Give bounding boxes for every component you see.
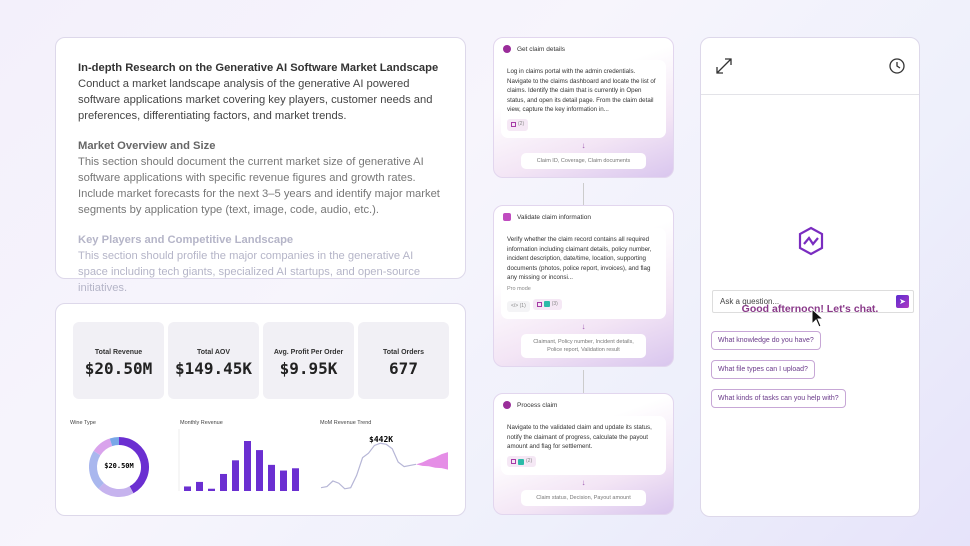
suggestion-knowledge[interactable]: What knowledge do you have? — [711, 331, 821, 350]
badge-count: </> (1) — [511, 302, 526, 309]
kpi-avg-profit: Avg. Profit Per Order $9.95K — [263, 322, 354, 399]
donut-slice — [93, 438, 113, 456]
step-process-claim[interactable]: Process claim Navigate to the validated … — [493, 393, 674, 515]
research-title: In-depth Research on the Generative AI S… — [78, 62, 439, 74]
monthly-revenue-bars — [178, 429, 299, 491]
assistant-logo-icon — [798, 226, 824, 256]
step-text: Navigate to the validated claim and upda… — [507, 424, 652, 451]
arrow-down-icon: ↓ — [581, 140, 586, 150]
wine-type-donut — [89, 437, 149, 497]
connector — [583, 183, 584, 205]
step-text: Verify whether the claim record contains… — [507, 236, 652, 282]
section-market-overview: Market Overview and Size This section sho… — [78, 138, 443, 218]
agent-icon — [503, 45, 511, 53]
kpi-total-revenue: Total Revenue $20.50M — [73, 322, 164, 399]
donut-slice — [89, 450, 105, 489]
step-title: Process claim — [517, 401, 558, 409]
bar — [256, 450, 263, 491]
arrow-down-icon: ↓ — [581, 322, 586, 332]
section-key-players: Key Players and Competitive Landscape Thi… — [78, 232, 443, 296]
history-clock-icon[interactable] — [889, 58, 905, 74]
kpi-label: Total Orders — [382, 349, 425, 356]
step-title: Get claim details — [517, 45, 566, 53]
bar — [220, 473, 227, 491]
line-title: MoM Revenue Trend — [320, 420, 372, 426]
mouse-cursor-icon — [811, 308, 825, 328]
bar — [268, 464, 275, 491]
tool-icon — [536, 301, 542, 307]
bar — [184, 486, 191, 491]
send-icon[interactable]: ➤ — [896, 295, 909, 308]
trend-annotation: $442K — [369, 435, 394, 444]
kpi-value: $9.95K — [279, 359, 338, 378]
badge-count: (3) — [551, 300, 558, 307]
step-title: Validate claim information — [517, 213, 591, 221]
tools-badge[interactable]: (2) — [507, 455, 537, 468]
kpi-value: $149.45K — [174, 359, 253, 378]
tools-badge[interactable]: (2) — [507, 118, 529, 131]
bar — [208, 488, 215, 491]
tools-badge[interactable]: (3) — [532, 298, 562, 311]
suggestion-tasks[interactable]: What kinds of tasks can you help with? — [711, 389, 846, 408]
section-text: This section should profile the major co… — [78, 250, 421, 294]
step-output: Claimant, Policy number, Incident detail… — [521, 334, 646, 359]
kpi-total-orders: Total Orders 677 — [358, 322, 449, 399]
donut-title: Wine Type — [70, 420, 96, 426]
donut-slice — [109, 437, 120, 447]
research-prompt-card: In-depth Research on the Generative AI S… — [55, 37, 466, 294]
bar — [280, 470, 287, 491]
kpi-label: Avg. Profit Per Order — [273, 349, 344, 356]
kpi-total-aov: Total AOV $149.45K — [168, 322, 259, 399]
pro-mode-label: Pro mode — [507, 285, 531, 292]
badge-count: (2) — [526, 457, 533, 464]
kpi-label: Total AOV — [196, 349, 231, 356]
bar — [244, 441, 251, 491]
section-heading: Market Overview and Size — [78, 140, 216, 152]
section-heading: Key Players and Competitive Landscape — [78, 234, 294, 246]
section-text: This section should document the current… — [78, 156, 440, 216]
connector — [583, 370, 584, 393]
donut-slice — [98, 482, 134, 497]
bar — [232, 460, 239, 491]
agent-icon — [503, 401, 511, 409]
badge-count: (2) — [518, 120, 525, 127]
bar-title: Monthly Revenue — [180, 420, 223, 426]
code-badge[interactable]: </> (1) — [507, 300, 530, 313]
app-icon — [543, 301, 550, 308]
chat-panel: Good afternoon! Let's chat. Ask a questi… — [700, 37, 920, 517]
chat-input-placeholder: Ask a question... — [720, 297, 780, 306]
donut-slice — [118, 437, 149, 494]
tool-icon — [511, 122, 516, 128]
dashboard-card: Total Revenue $20.50M Total AOV $149.45K A… — [55, 303, 466, 516]
suggestion-file-types[interactable]: What file types can I upload? — [711, 360, 815, 379]
bar — [196, 481, 203, 491]
kpi-value: $20.50M — [84, 359, 153, 378]
forecast-band — [416, 452, 448, 470]
kpi-value: 677 — [389, 359, 418, 378]
app-icon — [518, 458, 524, 465]
kpi-label: Total Revenue — [94, 349, 143, 356]
mom-trend-line — [320, 442, 448, 490]
step-validate-claim[interactable]: Validate claim information Verify whethe… — [493, 205, 674, 368]
expand-icon[interactable] — [715, 57, 733, 75]
arrow-down-icon: ↓ — [581, 477, 586, 487]
sparkle-icon — [503, 213, 511, 221]
step-text: Log in claims portal with the admin cred… — [507, 68, 656, 114]
research-intro: Conduct a market landscape analysis of t… — [78, 78, 433, 122]
trend-line — [320, 442, 417, 490]
step-output: Claim ID, Coverage, Claim documents — [521, 152, 646, 169]
tool-icon — [511, 459, 516, 465]
donut-center-label: $20.50M — [104, 462, 134, 470]
step-output: Claim status, Decision, Payout amount — [521, 489, 646, 506]
step-get-claim-details[interactable]: Get claim details Log in claims portal w… — [493, 37, 674, 178]
bar — [292, 468, 299, 491]
